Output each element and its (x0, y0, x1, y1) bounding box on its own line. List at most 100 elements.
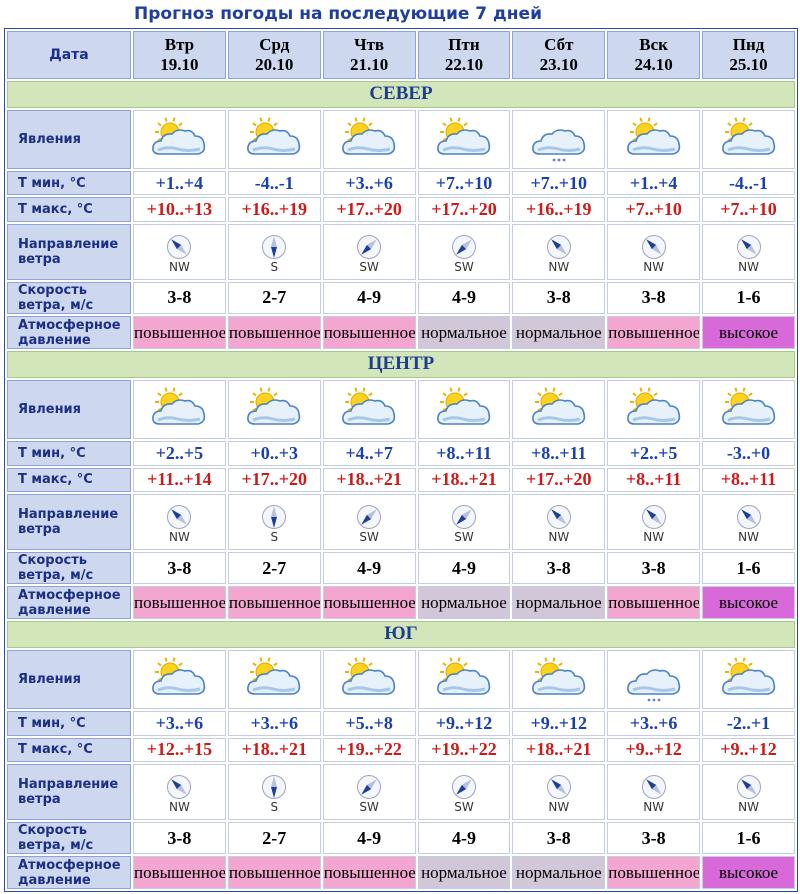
row-label-text: Скорость (18, 553, 87, 568)
wind-direction-text: NW (738, 529, 759, 544)
wind-speed-value: 4-9 (322, 551, 416, 585)
tmax-value: +18..+21 (322, 467, 416, 492)
wind-speed-value: 3-8 (607, 281, 701, 315)
row-label-text: давление (18, 332, 91, 348)
wind-arrow-icon (451, 234, 476, 259)
wind-direction-cell: NW (512, 763, 606, 820)
sun-behind-cloud-icon (152, 117, 206, 155)
wind-speed-value: 3-8 (607, 551, 701, 585)
wind-direction-text: NW (169, 529, 190, 544)
row-label: Атмосферное давление (7, 316, 131, 349)
sun-behind-cloud-icon (531, 387, 585, 425)
tmin-value: +7..+10 (512, 171, 606, 196)
tmin-value: +8..+11 (417, 441, 511, 466)
pressure-value: повышенное (133, 586, 226, 619)
day-header: Вск 24.10 (607, 31, 701, 79)
row-label-text: ветра, м/с (18, 838, 94, 854)
sun-behind-cloud-icon (531, 657, 585, 695)
tmin-value: +1..+4 (133, 171, 226, 196)
row-label: Т мин, °С (7, 171, 131, 196)
sun-behind-cloud-icon (626, 387, 680, 425)
wind-direction-text: SW (454, 529, 474, 544)
wind-direction-text: S (270, 259, 279, 274)
region-name: ЦЕНТР (367, 353, 435, 375)
wind-arrow-icon (736, 774, 761, 799)
wind-direction-row: Направление ветра NW S SW SW NW NW NW (7, 763, 795, 820)
wind-speed-value: 4-9 (417, 551, 511, 585)
tmin-value: +7..+10 (417, 171, 511, 196)
tmax-value: +17..+20 (322, 197, 416, 222)
pressure-value: повышенное (322, 856, 416, 889)
pressure-value: повышенное (227, 856, 321, 889)
tmax-row: Т макс, °С +11..+14 +17..+20 +18..+21 +18..+… (7, 467, 795, 492)
pressure-value: повышенное (322, 586, 416, 619)
day-header: Чтв 21.10 (322, 31, 416, 79)
phenomena-row: Явления (7, 380, 795, 440)
tmax-value: +9..+12 (702, 737, 795, 762)
wind-direction-text: NW (169, 799, 190, 814)
tmin-value: -4..-1 (702, 171, 795, 196)
wind-arrow-icon (546, 234, 571, 259)
row-label-text: Т макс, °С (18, 202, 93, 218)
tmin-value: +3..+6 (227, 711, 321, 736)
tmin-row: Т мин, °С +3..+6 +3..+6 +5..+8 +9..+12 +9..+1… (7, 711, 795, 736)
day-date: 25.10 (729, 54, 768, 74)
tmin-value: +2..+5 (133, 441, 226, 466)
weather-cell (227, 650, 321, 710)
sun-behind-cloud-icon (437, 117, 491, 155)
row-label: Направление ветра (7, 763, 131, 820)
wind-direction-text: NW (548, 529, 570, 544)
day-name: Птн (448, 34, 480, 54)
wind-arrow-icon (546, 504, 571, 529)
row-label-text: Направление (18, 506, 119, 522)
weather-cell (512, 650, 606, 710)
tmax-value: +16..+19 (227, 197, 321, 222)
wind-direction-text: SW (359, 799, 379, 814)
wind-direction-cell: SW (322, 223, 416, 280)
tmax-value: +18..+21 (227, 737, 321, 762)
wind-speed-value: 3-8 (133, 821, 226, 855)
wind-direction-cell: SW (322, 763, 416, 820)
row-label-text: Атмосферное (18, 317, 121, 333)
cloud-with-dots-icon (626, 668, 680, 702)
row-label-text: Направление (18, 236, 119, 252)
tmin-value: +3..+6 (133, 711, 226, 736)
tmin-value: +9..+12 (417, 711, 511, 736)
tmax-value: +18..+21 (417, 467, 511, 492)
row-label-text: Т мин, °С (18, 715, 86, 731)
row-label-text: Атмосферное (18, 857, 121, 873)
sun-behind-cloud-icon (247, 657, 301, 695)
pressure-value: высокое (702, 856, 795, 889)
wind-direction-text: NW (643, 529, 665, 544)
row-label-text: Явления (18, 672, 82, 688)
row-label-text: ветра, м/с (18, 297, 94, 313)
weather-cell (607, 380, 701, 440)
wind-direction-cell: NW (702, 223, 795, 280)
day-header: Срд 20.10 (227, 31, 321, 79)
row-label: Скорость ветра, м/с (7, 281, 131, 315)
wind-arrow-icon (641, 234, 666, 259)
weather-cell (702, 380, 795, 440)
wind-speed-value: 2-7 (227, 281, 321, 315)
wind-direction-text: SW (359, 529, 379, 544)
tmin-value: +9..+12 (512, 711, 606, 736)
wind-direction-cell: NW (133, 763, 226, 820)
wind-arrow-icon (167, 234, 192, 259)
wind-direction-cell: NW (607, 763, 701, 820)
wind-direction-text: NW (738, 259, 759, 274)
tmin-value: +2..+5 (607, 441, 701, 466)
sun-behind-cloud-icon (152, 387, 206, 425)
row-label-text: ветра (18, 791, 61, 807)
weather-cell (322, 380, 416, 440)
wind-speed-value: 3-8 (512, 551, 606, 585)
sun-behind-cloud-icon (721, 387, 775, 425)
weather-cell (417, 110, 511, 170)
row-label: Направление ветра (7, 493, 131, 550)
weather-cell (227, 110, 321, 170)
weather-cell (133, 650, 226, 710)
tmax-value: +8..+11 (702, 467, 795, 492)
tmax-value: +7..+10 (702, 197, 795, 222)
wind-arrow-icon (641, 504, 666, 529)
weather-cell (702, 110, 795, 170)
row-label: Направление ветра (7, 223, 131, 280)
